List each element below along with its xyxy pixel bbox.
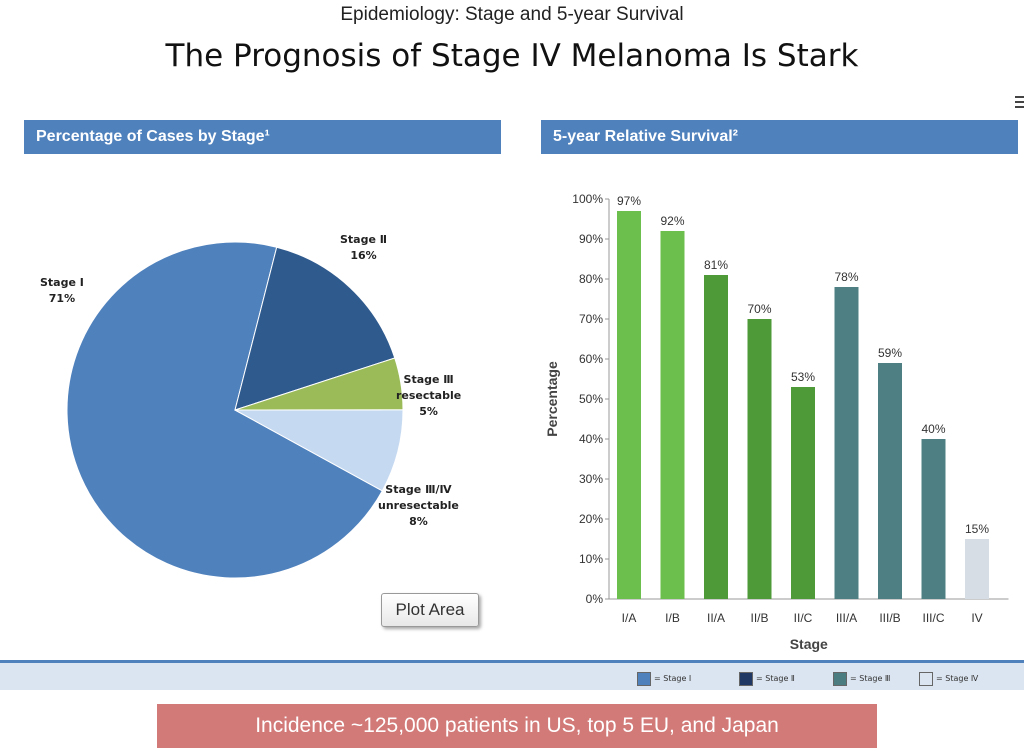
y-tick-label: 70% xyxy=(579,312,603,326)
x-tick-label: III/A xyxy=(836,611,857,625)
bar-data-label: 53% xyxy=(791,370,815,384)
pie-slice-label: Stage Ⅲ/Ⅳ unresectable 8% xyxy=(378,482,459,530)
legend-bar: = Stage Ⅰ = Stage Ⅱ = Stage Ⅲ = Stage Ⅳ xyxy=(0,660,1024,690)
pie-chart xyxy=(66,241,404,579)
plot-area-tooltip: Plot Area xyxy=(381,593,479,627)
bar-data-label: 59% xyxy=(878,346,902,360)
bar-data-label: 78% xyxy=(834,270,858,284)
page-title: The Prognosis of Stage IV Melanoma Is St… xyxy=(165,38,859,74)
legend-item: = Stage Ⅳ xyxy=(919,671,978,687)
supertitle: Epidemiology: Stage and 5-year Survival xyxy=(340,4,684,25)
legend-item: = Stage Ⅲ xyxy=(833,671,890,687)
x-tick-label: II/C xyxy=(794,611,813,625)
x-tick-label: II/A xyxy=(707,611,725,625)
bar xyxy=(704,275,728,599)
y-tick-label: 30% xyxy=(579,472,603,486)
y-tick-label: 20% xyxy=(579,512,603,526)
y-tick-label: 0% xyxy=(586,592,604,606)
bar-data-label: 40% xyxy=(921,422,945,436)
y-tick-label: 50% xyxy=(579,392,603,406)
legend-swatch xyxy=(919,671,933,686)
pie-slice-label: Stage Ⅰ 71% xyxy=(40,275,84,307)
pie-slice-label: Stage Ⅲ resectable 5% xyxy=(396,372,461,420)
legend-swatch xyxy=(833,671,847,686)
y-tick-label: 90% xyxy=(579,232,603,246)
bar-chart: 0% 10% 20% 30% 40% 50% 60% 70% 80% 90% 100% 97% I/A 9… xyxy=(544,192,1009,652)
y-tick-label: 40% xyxy=(579,432,603,446)
y-axis-title: Percentage xyxy=(544,361,560,437)
bar-data-label: 97% xyxy=(617,194,641,208)
bar xyxy=(747,319,772,599)
pie-label-line: unresectable xyxy=(378,499,459,512)
menu-icon[interactable] xyxy=(1015,96,1024,111)
pie-slice xyxy=(66,241,383,579)
legend-label: = Stage Ⅰ xyxy=(654,674,692,683)
x-tick-label: III/C xyxy=(922,611,944,625)
bar xyxy=(660,231,685,599)
bar-data-label: 15% xyxy=(965,522,989,536)
bar xyxy=(791,387,815,599)
x-axis-title: Stage xyxy=(790,636,828,652)
pie-label-line: 8% xyxy=(409,515,428,528)
pie-slice xyxy=(234,246,396,411)
legend-label: = Stage Ⅲ xyxy=(850,674,891,683)
pie-label-line: Stage Ⅲ xyxy=(403,373,454,386)
bar-panel-header: 5-year Relative Survival² xyxy=(541,120,1018,154)
pie-label-line: Stage Ⅰ xyxy=(40,276,84,289)
pie-label-line: Stage Ⅲ/Ⅳ xyxy=(385,483,452,496)
pie-label-line: 71% xyxy=(48,292,76,305)
legend-swatch xyxy=(637,671,651,686)
legend-swatch xyxy=(739,671,753,686)
bar-data-label: 81% xyxy=(704,258,728,272)
x-tick-label: II/B xyxy=(750,611,768,625)
pie-label-line: 5% xyxy=(419,405,438,418)
y-tick-label: 10% xyxy=(579,552,603,566)
x-tick-label: III/B xyxy=(879,611,900,625)
legend-label: = Stage Ⅱ xyxy=(756,674,795,683)
x-tick-label: I/B xyxy=(665,611,680,625)
bar xyxy=(921,439,946,599)
bar xyxy=(878,363,902,599)
bar xyxy=(834,287,859,599)
bar-data-label: 70% xyxy=(747,302,771,316)
y-tick-label: 100% xyxy=(572,192,603,206)
bar xyxy=(617,211,641,599)
pie-label-line: resectable xyxy=(396,389,462,402)
bar-data-label: 92% xyxy=(660,214,684,228)
footer-banner: Incidence ~125,000 patients in US, top 5… xyxy=(157,704,877,748)
pie-label-line: 16% xyxy=(350,249,377,262)
pie-slice xyxy=(234,409,404,492)
y-tick-label: 60% xyxy=(579,352,603,366)
pie-slice-label: Stage Ⅱ 16% xyxy=(340,232,387,264)
x-tick-label: I/A xyxy=(622,611,637,625)
legend-label: = Stage Ⅳ xyxy=(936,674,979,683)
legend-item: = Stage Ⅱ xyxy=(739,671,795,687)
x-tick-label: IV xyxy=(971,611,982,625)
pie-panel-header: Percentage of Cases by Stage¹ xyxy=(24,120,501,154)
pie-label-line: Stage Ⅱ xyxy=(340,233,388,246)
legend-item: = Stage Ⅰ xyxy=(637,671,691,687)
bar xyxy=(965,539,989,599)
y-tick-label: 80% xyxy=(579,272,603,286)
